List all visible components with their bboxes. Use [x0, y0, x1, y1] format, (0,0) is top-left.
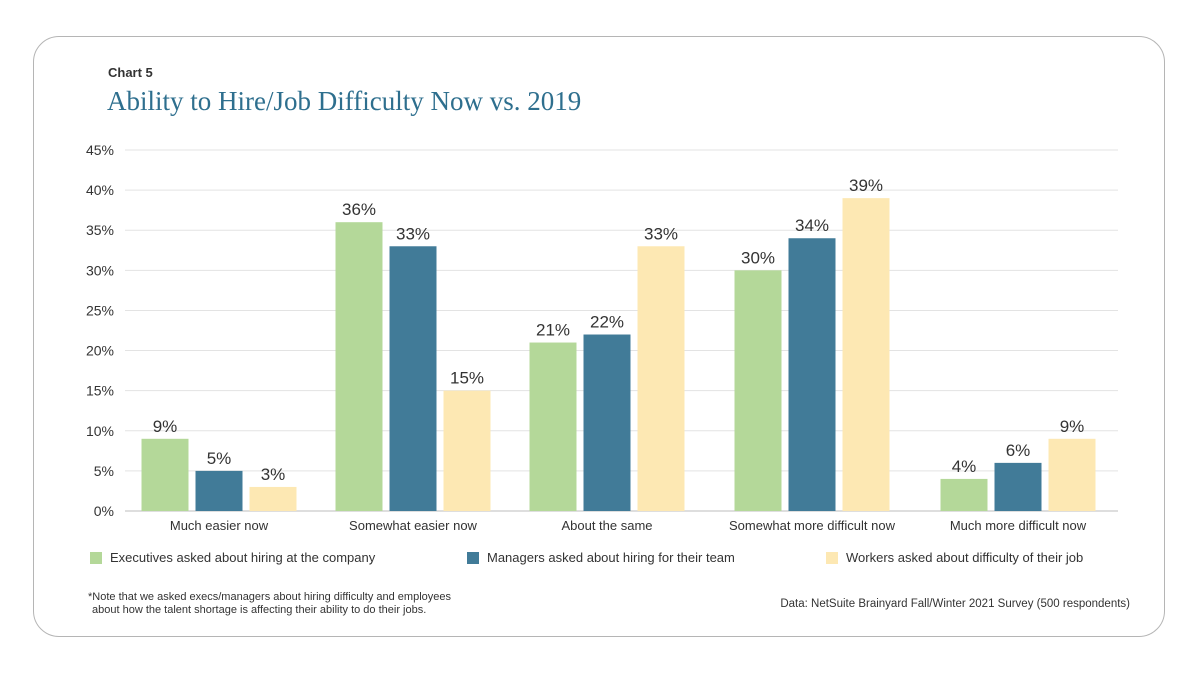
data-label: 21% [536, 321, 570, 340]
y-tick-label: 20% [86, 343, 114, 359]
legend-item-workers: Workers asked about difficulty of their … [826, 550, 1083, 565]
data-label: 34% [795, 216, 829, 235]
bar [141, 438, 189, 511]
footnote-line-1: *Note that we asked execs/managers about… [88, 591, 452, 603]
bar [994, 462, 1042, 511]
bar [529, 342, 577, 511]
data-label: 3% [261, 465, 286, 484]
y-tick-label: 40% [86, 182, 114, 198]
data-label: 39% [849, 176, 883, 195]
bar [1048, 438, 1096, 511]
y-tick-label: 10% [86, 423, 114, 439]
x-tick-label: Somewhat easier now [349, 518, 478, 533]
legend-swatch-executives [90, 551, 102, 564]
data-source: Data: NetSuite Brainyard Fall/Winter 202… [780, 598, 1130, 610]
data-label: 33% [644, 224, 678, 243]
data-label: 9% [153, 417, 178, 436]
data-label: 4% [952, 457, 977, 476]
x-tick-label: Much easier now [170, 518, 269, 533]
chart-number-label: Chart 5 [108, 65, 153, 80]
y-tick-label: 25% [86, 302, 114, 318]
data-label: 33% [396, 224, 430, 243]
bar [734, 270, 782, 511]
chart-title: Ability to Hire/Job Difficulty Now vs. 2… [107, 86, 582, 116]
bar [788, 238, 836, 511]
bar [335, 222, 383, 511]
data-label: 30% [741, 248, 775, 267]
footnote: *Note that we asked execs/managers about… [88, 591, 488, 617]
legend-label-managers: Managers asked about hiring for their te… [487, 550, 735, 565]
bar [940, 478, 988, 511]
bar [249, 486, 297, 511]
legend-item-managers: Managers asked about hiring for their te… [467, 550, 735, 565]
bar [583, 334, 631, 511]
data-label: 9% [1060, 417, 1085, 436]
legend-label-workers: Workers asked about difficulty of their … [846, 550, 1084, 565]
legend-label-executives: Executives asked about hiring at the com… [110, 550, 376, 565]
legend-swatch-managers [467, 551, 479, 564]
bar [443, 390, 491, 511]
data-label: 5% [207, 449, 232, 468]
x-tick-label: Somewhat more difficult now [729, 518, 896, 533]
data-label: 36% [342, 200, 376, 219]
data-label: 22% [590, 313, 624, 332]
y-tick-label: 5% [94, 463, 114, 479]
data-label: 6% [1006, 441, 1031, 460]
y-tick-label: 0% [94, 503, 114, 519]
y-tick-label: 45% [86, 142, 114, 158]
footnote-line-2: about how the talent shortage is affecti… [92, 604, 427, 616]
bar [389, 246, 437, 511]
x-tick-label: Much more difficult now [950, 518, 1087, 533]
legend-swatch-workers [826, 551, 838, 564]
bar [195, 470, 243, 511]
y-tick-label: 15% [86, 383, 114, 399]
legend-item-executives: Executives asked about hiring at the com… [90, 550, 375, 565]
bar [842, 198, 890, 511]
x-tick-label: About the same [561, 518, 652, 533]
y-tick-label: 35% [86, 222, 114, 238]
data-label: 15% [450, 369, 484, 388]
y-tick-label: 30% [86, 262, 114, 278]
bar [637, 246, 685, 511]
